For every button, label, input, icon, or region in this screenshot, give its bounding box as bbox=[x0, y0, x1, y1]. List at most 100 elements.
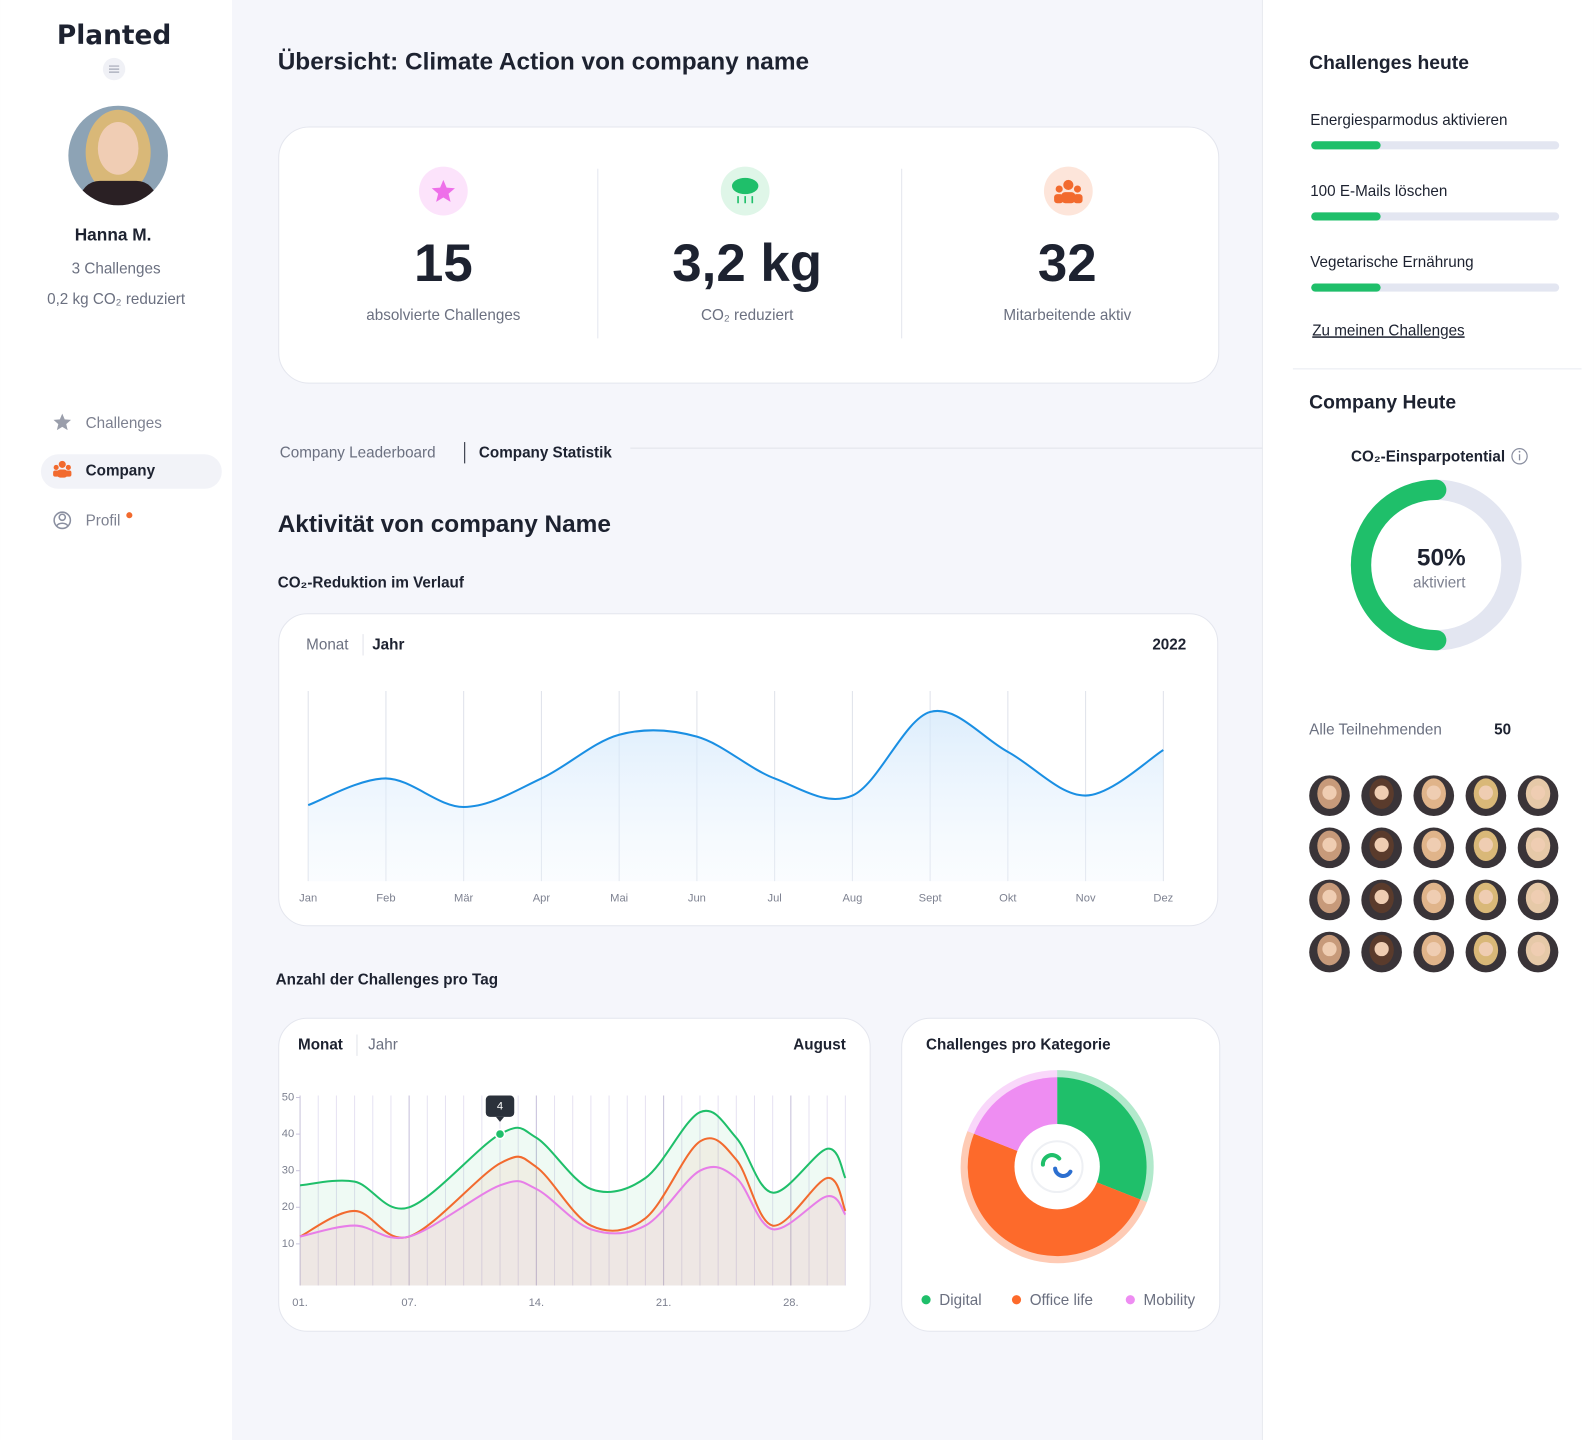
avatar-face bbox=[1374, 941, 1389, 957]
avatar-face bbox=[1478, 889, 1494, 905]
legend-label: Digital bbox=[939, 1292, 981, 1309]
y-tick-label: 50 bbox=[282, 1091, 294, 1103]
page-title: Übersicht: Climate Action von company na… bbox=[278, 48, 809, 75]
nav-item[interactable]: Challenges bbox=[86, 415, 163, 432]
x-tick-label: Jan bbox=[299, 892, 317, 904]
chart-title: Challenges pro Kategorie bbox=[926, 1037, 1111, 1054]
x-tick-label: Jul bbox=[768, 892, 782, 904]
stat-value: 32 bbox=[1038, 234, 1097, 293]
menu-icon bbox=[109, 65, 120, 73]
avatar-face bbox=[1374, 889, 1389, 905]
gauge-title: CO₂-Einsparpotential bbox=[1351, 448, 1505, 465]
tab-active[interactable]: Company Statistik bbox=[479, 444, 612, 461]
x-tick-label: 07. bbox=[401, 1297, 417, 1309]
tooltip-text: 4 bbox=[497, 1101, 503, 1113]
period-tab[interactable]: Monat bbox=[298, 1037, 343, 1054]
avatar-face bbox=[1322, 941, 1337, 957]
avatar-face bbox=[1478, 785, 1494, 800]
x-tick-label: 28. bbox=[783, 1297, 799, 1309]
nav-item[interactable]: Company bbox=[86, 463, 156, 480]
gauge-subtitle: aktiviert bbox=[1413, 574, 1466, 591]
user-name: Hanna M. bbox=[75, 224, 152, 244]
chart-label: CO₂-Reduktion im Verlauf bbox=[278, 574, 465, 591]
avatar-face bbox=[1426, 837, 1441, 852]
info-icon[interactable] bbox=[1511, 448, 1528, 465]
logo-ring bbox=[1030, 1140, 1084, 1194]
challenge-label: Energiesparmodus aktivieren bbox=[1310, 112, 1507, 129]
period[interactable]: August bbox=[793, 1037, 845, 1054]
x-tick-label: Mai bbox=[610, 892, 628, 904]
tab[interactable]: Company Leaderboard bbox=[280, 444, 436, 461]
tooltip-arrow bbox=[495, 1116, 505, 1122]
y-tick-label: 20 bbox=[282, 1201, 294, 1213]
stat-label: absolvierte Challenges bbox=[366, 307, 521, 324]
x-tick-label: 21. bbox=[656, 1297, 672, 1309]
right-panel bbox=[1262, 0, 1594, 1440]
progress-fill bbox=[1311, 283, 1381, 292]
challenge-label: 100 E-Mails löschen bbox=[1310, 183, 1447, 200]
avatar-face bbox=[1374, 837, 1389, 852]
nav-active-bg bbox=[40, 454, 222, 489]
legend-swatch bbox=[1011, 1295, 1022, 1305]
panel-title: Challenges heute bbox=[1309, 53, 1469, 74]
user-challenges: 3 Challenges bbox=[72, 260, 161, 277]
x-tick-label: Sept bbox=[919, 892, 943, 904]
legend-label: Office life bbox=[1030, 1292, 1093, 1309]
x-tick-label: Aug bbox=[842, 892, 862, 904]
avatar-face bbox=[1530, 941, 1546, 957]
nav-company-icon bbox=[53, 460, 72, 478]
logo[interactable]: Planted bbox=[57, 20, 171, 51]
stat-icon-bg bbox=[1043, 166, 1093, 216]
nav-star-icon bbox=[53, 413, 72, 431]
avatar-face bbox=[1426, 941, 1441, 957]
line bbox=[307, 709, 1164, 808]
avatar-face bbox=[1426, 785, 1441, 800]
stat-label: Mitarbeitende aktiv bbox=[1003, 307, 1131, 324]
x-tick-label: Apr bbox=[533, 892, 551, 904]
link[interactable]: Zu meinen Challenges bbox=[1312, 322, 1465, 339]
co2-icon bbox=[731, 177, 759, 204]
chart-label: Anzahl der Challenges pro Tag bbox=[276, 972, 498, 989]
tooltip bbox=[485, 1095, 515, 1117]
line-area bbox=[300, 1110, 846, 1286]
x-tick-label: Jun bbox=[688, 892, 706, 904]
x-tick-label: Nov bbox=[1076, 892, 1096, 904]
avatar-face bbox=[1322, 889, 1337, 905]
period-tab[interactable]: Jahr bbox=[372, 636, 404, 653]
logo-mark bbox=[1040, 1153, 1062, 1167]
chart-card bbox=[278, 1017, 871, 1332]
period[interactable]: 2022 bbox=[1152, 636, 1186, 653]
progress-fill bbox=[1311, 141, 1381, 150]
panel-title: Company Heute bbox=[1309, 393, 1456, 414]
stat-value: 15 bbox=[414, 234, 473, 293]
line-area bbox=[300, 1166, 846, 1286]
avatar-face bbox=[1530, 889, 1546, 905]
legend-label: Mobility bbox=[1144, 1292, 1196, 1309]
star-icon bbox=[431, 179, 455, 202]
gauge-value: 50% bbox=[1417, 544, 1466, 571]
avatar-face bbox=[1530, 837, 1546, 852]
line-area bbox=[300, 1138, 846, 1286]
section-title: Aktivität von company Name bbox=[278, 511, 611, 538]
participants-label: Alle Teilnehmenden bbox=[1309, 722, 1442, 739]
logo-mark bbox=[1053, 1166, 1073, 1178]
sidebar bbox=[0, 0, 232, 1440]
avatar-face bbox=[1478, 941, 1494, 957]
stat-label: CO₂ reduziert bbox=[701, 307, 794, 324]
gauge-arc bbox=[1350, 479, 1447, 651]
user-co2: 0,2 kg CO₂ reduziert bbox=[47, 291, 186, 308]
challenge-label: Vegetarische Ernährung bbox=[1310, 254, 1473, 271]
nav-item[interactable]: Profil bbox=[86, 512, 121, 529]
highlight-point bbox=[494, 1128, 506, 1140]
participants-count: 50 bbox=[1494, 722, 1511, 739]
period-tab[interactable]: Monat bbox=[306, 636, 349, 653]
legend-swatch bbox=[1125, 1295, 1135, 1305]
avatar-face bbox=[1426, 889, 1441, 905]
stats-card bbox=[278, 126, 1220, 384]
period-tab[interactable]: Jahr bbox=[368, 1037, 398, 1054]
nav-profile-icon bbox=[53, 511, 72, 530]
legend-swatch bbox=[921, 1295, 931, 1305]
stat-value: 3,2 kg bbox=[672, 234, 822, 293]
avatar-face bbox=[1322, 785, 1337, 800]
